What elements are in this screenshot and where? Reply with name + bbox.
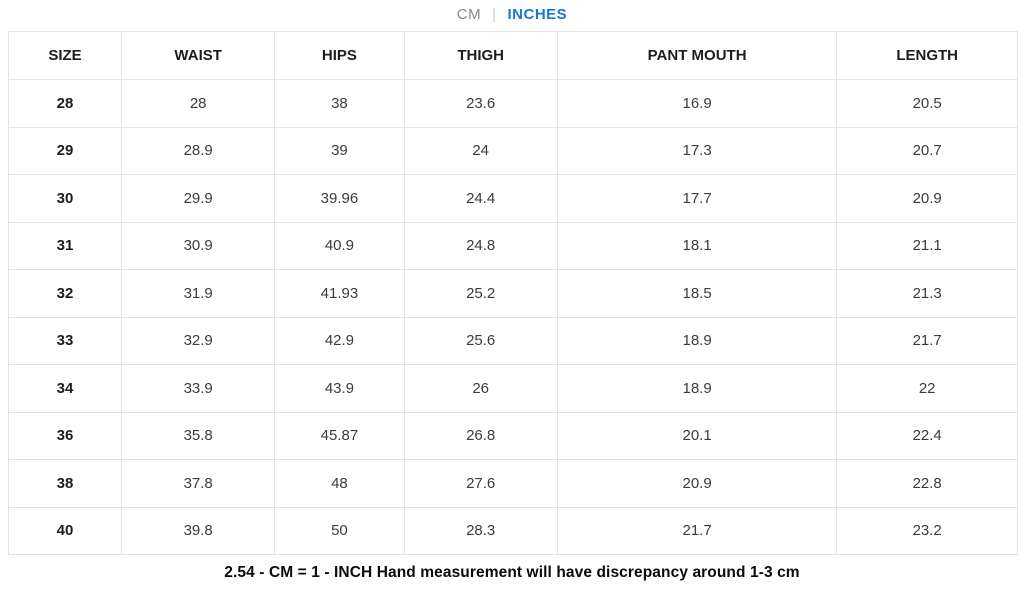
size-cell: 29 bbox=[8, 126, 122, 175]
measurement-cell: 18.9 bbox=[556, 316, 838, 365]
measurement-cell: 18.5 bbox=[556, 269, 838, 318]
measurement-cell: 37.8 bbox=[120, 459, 276, 508]
column-header-waist: WAIST bbox=[120, 31, 276, 80]
measurement-cell: 39.8 bbox=[120, 506, 276, 555]
measurement-cell: 21.7 bbox=[556, 506, 838, 555]
measurement-cell: 23.6 bbox=[403, 79, 558, 128]
measurement-cell: 45.87 bbox=[274, 411, 405, 460]
measurement-cell: 22.4 bbox=[836, 411, 1018, 460]
measurement-cell: 24 bbox=[403, 126, 558, 175]
size-cell: 30 bbox=[8, 174, 122, 223]
unit-toggle-separator: | bbox=[492, 6, 497, 23]
table-row: 38 37.8 48 27.6 20.9 22.8 bbox=[8, 459, 1018, 508]
measurement-cell: 22.8 bbox=[836, 459, 1018, 508]
size-cell: 34 bbox=[8, 364, 122, 413]
table-row: 32 31.9 41.93 25.2 18.5 21.3 bbox=[8, 269, 1018, 318]
size-cell: 36 bbox=[8, 411, 122, 460]
table-row: 33 32.9 42.9 25.6 18.9 21.7 bbox=[8, 316, 1018, 365]
measurement-cell: 25.2 bbox=[403, 269, 558, 318]
measurement-cell: 17.7 bbox=[556, 174, 838, 223]
measurement-cell: 20.5 bbox=[836, 79, 1018, 128]
measurement-cell: 41.93 bbox=[274, 269, 405, 318]
table-row: 36 35.8 45.87 26.8 20.1 22.4 bbox=[8, 411, 1018, 460]
size-cell: 32 bbox=[8, 269, 122, 318]
unit-toggle: CM | INCHES bbox=[0, 0, 1024, 31]
size-chart-table: SIZE WAIST HIPS THIGH PANT MOUTH LENGTH 28 28 3… bbox=[8, 31, 1018, 555]
measurement-cell: 23.2 bbox=[836, 506, 1018, 555]
measurement-cell: 28.9 bbox=[120, 126, 276, 175]
measurement-cell: 18.9 bbox=[556, 364, 838, 413]
measurement-cell: 28 bbox=[120, 79, 276, 128]
measurement-cell: 50 bbox=[274, 506, 405, 555]
measurement-cell: 22 bbox=[836, 364, 1018, 413]
conversion-note: 2.54 - CM = 1 - INCH Hand measurement wi… bbox=[224, 564, 800, 581]
size-cell: 28 bbox=[8, 79, 122, 128]
table-row: 28 28 38 23.6 16.9 20.5 bbox=[8, 79, 1018, 128]
column-header-hips: HIPS bbox=[274, 31, 405, 80]
measurement-cell: 26.8 bbox=[403, 411, 558, 460]
measurement-cell: 31.9 bbox=[120, 269, 276, 318]
size-cell: 38 bbox=[8, 459, 122, 508]
table-header-row: SIZE WAIST HIPS THIGH PANT MOUTH LENGTH bbox=[8, 31, 1018, 80]
column-header-length: LENGTH bbox=[836, 31, 1018, 80]
measurement-cell: 30.9 bbox=[120, 221, 276, 270]
measurement-cell: 39.96 bbox=[274, 174, 405, 223]
measurement-cell: 43.9 bbox=[274, 364, 405, 413]
measurement-cell: 27.6 bbox=[403, 459, 558, 508]
measurement-cell: 21.3 bbox=[836, 269, 1018, 318]
measurement-cell: 26 bbox=[403, 364, 558, 413]
measurement-cell: 21.1 bbox=[836, 221, 1018, 270]
measurement-cell: 20.7 bbox=[836, 126, 1018, 175]
measurement-cell: 39 bbox=[274, 126, 405, 175]
column-header-pant-mouth: PANT MOUTH bbox=[556, 31, 838, 80]
size-cell: 40 bbox=[8, 506, 122, 555]
measurement-cell: 18.1 bbox=[556, 221, 838, 270]
measurement-cell: 20.9 bbox=[836, 174, 1018, 223]
column-header-thigh: THIGH bbox=[403, 31, 558, 80]
measurement-cell: 21.7 bbox=[836, 316, 1018, 365]
measurement-cell: 42.9 bbox=[274, 316, 405, 365]
table-row: 30 29.9 39.96 24.4 17.7 20.9 bbox=[8, 174, 1018, 223]
measurement-cell: 24.8 bbox=[403, 221, 558, 270]
size-cell: 31 bbox=[8, 221, 122, 270]
measurement-cell: 20.1 bbox=[556, 411, 838, 460]
table-row: 31 30.9 40.9 24.8 18.1 21.1 bbox=[8, 221, 1018, 270]
measurement-cell: 33.9 bbox=[120, 364, 276, 413]
table-row: 40 39.8 50 28.3 21.7 23.2 bbox=[8, 506, 1018, 555]
measurement-cell: 20.9 bbox=[556, 459, 838, 508]
table-row: 34 33.9 43.9 26 18.9 22 bbox=[8, 364, 1018, 413]
measurement-cell: 28.3 bbox=[403, 506, 558, 555]
unit-option-cm[interactable]: CM bbox=[456, 6, 482, 23]
measurement-cell: 29.9 bbox=[120, 174, 276, 223]
size-cell: 33 bbox=[8, 316, 122, 365]
measurement-cell: 32.9 bbox=[120, 316, 276, 365]
measurement-cell: 16.9 bbox=[556, 79, 838, 128]
measurement-cell: 24.4 bbox=[403, 174, 558, 223]
column-header-size: SIZE bbox=[8, 31, 122, 80]
measurement-cell: 38 bbox=[274, 79, 405, 128]
unit-option-inches[interactable]: INCHES bbox=[507, 6, 568, 23]
measurement-cell: 25.6 bbox=[403, 316, 558, 365]
measurement-cell: 35.8 bbox=[120, 411, 276, 460]
measurement-cell: 40.9 bbox=[274, 221, 405, 270]
measurement-cell: 48 bbox=[274, 459, 405, 508]
measurement-cell: 17.3 bbox=[556, 126, 838, 175]
table-row: 29 28.9 39 24 17.3 20.7 bbox=[8, 126, 1018, 175]
